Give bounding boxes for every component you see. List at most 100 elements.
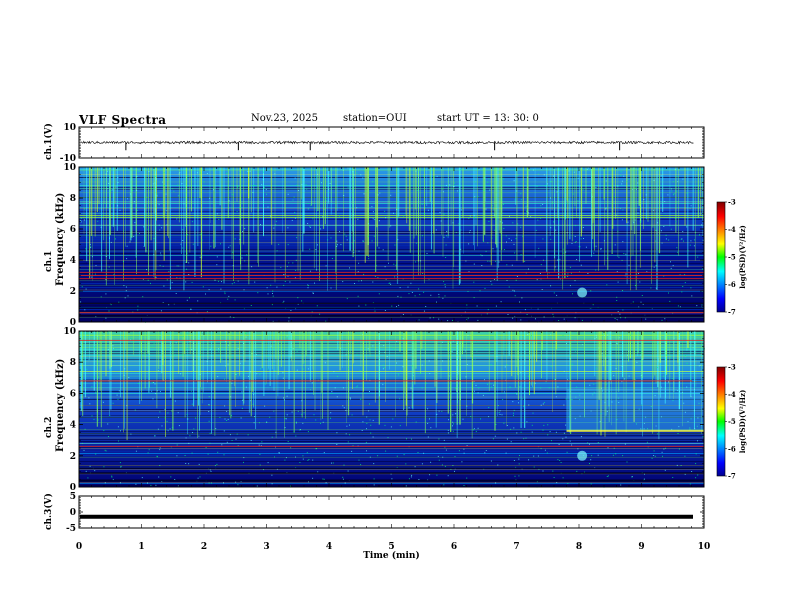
noise-speckle [201, 239, 203, 241]
noise-speckle [621, 219, 623, 221]
noise-speckle [146, 269, 147, 271]
noise-speckle [550, 238, 552, 240]
noise-speckle [155, 393, 157, 395]
noise-speckle [316, 305, 318, 307]
noise-speckle [643, 478, 645, 480]
noise-speckle [557, 386, 559, 388]
noise-speckle [359, 369, 361, 371]
noise-speckle [320, 356, 322, 358]
noise-speckle [106, 170, 108, 172]
noise-speckle [235, 438, 237, 440]
noise-speckle [695, 463, 697, 465]
noise-speckle [396, 209, 398, 210]
x-tick-label: 2 [201, 542, 207, 552]
noise-speckle [164, 417, 166, 419]
noise-speckle [80, 301, 82, 303]
noise-speckle [282, 377, 284, 379]
noise-speckle [337, 375, 339, 377]
noise-speckle [397, 239, 399, 241]
noise-speckle [187, 418, 189, 420]
noise-speckle [513, 344, 515, 346]
noise-speckle [697, 440, 698, 442]
noise-speckle [470, 416, 472, 417]
noise-speckle [396, 306, 397, 308]
noise-speckle [493, 384, 494, 386]
noise-speckle [115, 238, 116, 240]
noise-speckle [254, 416, 255, 418]
noise-speckle [111, 360, 113, 362]
noise-speckle [166, 420, 168, 422]
noise-speckle [501, 199, 503, 201]
noise-speckle [349, 267, 350, 269]
noise-speckle [191, 452, 193, 454]
noise-speckle [477, 427, 479, 429]
noise-speckle [484, 177, 486, 179]
noise-speckle [287, 441, 289, 442]
noise-speckle [158, 224, 160, 226]
noise-speckle [193, 398, 195, 400]
noise-speckle [384, 266, 386, 268]
noise-speckle [307, 284, 309, 286]
noise-speckle [365, 441, 367, 443]
noise-speckle [670, 356, 672, 358]
noise-speckle [362, 371, 364, 373]
noise-speckle [398, 304, 400, 306]
noise-speckle [587, 442, 589, 444]
noise-speckle [674, 217, 676, 219]
noise-speckle [241, 407, 243, 409]
noise-speckle [485, 450, 487, 451]
noise-speckle [311, 382, 313, 384]
noise-speckle [190, 308, 191, 310]
noise-speckle [387, 437, 389, 439]
noise-speckle [701, 306, 703, 308]
noise-speckle [483, 190, 485, 191]
noise-speckle [560, 462, 562, 463]
noise-speckle [241, 257, 243, 259]
noise-speckle [297, 303, 299, 305]
noise-speckle [702, 436, 704, 438]
noise-speckle [218, 350, 220, 352]
noise-speckle [153, 238, 155, 239]
noise-speckle [343, 407, 345, 409]
noise-speckle [481, 255, 483, 257]
noise-speckle [320, 422, 321, 424]
noise-speckle [522, 235, 524, 237]
noise-speckle [634, 219, 636, 221]
noise-speckle [681, 238, 683, 240]
noise-speckle [322, 216, 324, 218]
noise-speckle [186, 268, 187, 270]
noise-speckle [516, 432, 518, 434]
y-tick-label: -10 [60, 154, 76, 164]
noise-speckle [105, 293, 107, 295]
noise-speckle [185, 261, 187, 263]
noise-speckle [515, 466, 517, 468]
noise-speckle [307, 459, 309, 461]
noise-speckle [266, 421, 268, 423]
noise-speckle [159, 229, 161, 231]
noise-speckle [442, 456, 444, 458]
noise-speckle [694, 239, 695, 241]
noise-speckle [650, 406, 652, 407]
noise-speckle [642, 358, 644, 360]
noise-speckle [317, 471, 319, 473]
noise-speckle [186, 234, 188, 236]
noise-speckle [494, 435, 496, 437]
noise-speckle [172, 188, 174, 190]
noise-speckle [691, 471, 693, 472]
noise-speckle [182, 335, 184, 337]
noise-speckle [689, 244, 691, 246]
noise-speckle [513, 414, 514, 416]
noise-speckle [600, 248, 602, 250]
noise-speckle [287, 336, 289, 338]
noise-speckle [348, 368, 350, 369]
noise-speckle [515, 238, 517, 240]
noise-speckle [206, 173, 208, 174]
noise-speckle [533, 466, 535, 468]
noise-speckle [186, 299, 188, 301]
noise-speckle [566, 202, 568, 204]
noise-speckle [527, 375, 529, 377]
noise-speckle [521, 297, 523, 299]
noise-speckle [623, 175, 625, 177]
noise-speckle [95, 265, 97, 267]
noise-speckle [247, 434, 249, 436]
